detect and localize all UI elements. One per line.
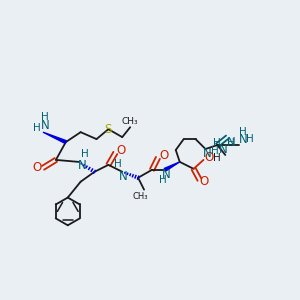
Text: H: H bbox=[212, 153, 220, 163]
Text: N: N bbox=[203, 148, 212, 160]
Polygon shape bbox=[164, 162, 180, 171]
Text: S: S bbox=[105, 123, 112, 136]
Text: H: H bbox=[239, 127, 247, 137]
Text: N: N bbox=[119, 170, 128, 183]
Text: O: O bbox=[200, 175, 209, 188]
Text: H: H bbox=[227, 138, 235, 148]
Text: O: O bbox=[32, 161, 42, 174]
Text: H: H bbox=[33, 123, 41, 133]
Text: CH₃: CH₃ bbox=[132, 192, 148, 201]
Text: N: N bbox=[219, 142, 228, 155]
Text: O: O bbox=[159, 149, 169, 162]
Text: H: H bbox=[114, 159, 122, 169]
Text: CH₃: CH₃ bbox=[122, 117, 139, 126]
Text: N: N bbox=[239, 133, 248, 146]
Text: N: N bbox=[78, 159, 87, 172]
Text: N: N bbox=[227, 136, 236, 148]
Text: N: N bbox=[161, 168, 170, 181]
Text: O: O bbox=[205, 152, 214, 164]
Text: H: H bbox=[246, 134, 254, 144]
Text: H: H bbox=[159, 175, 167, 185]
Text: N: N bbox=[40, 119, 50, 132]
Text: H: H bbox=[212, 138, 220, 148]
Text: H: H bbox=[41, 112, 49, 122]
Text: H: H bbox=[81, 149, 88, 159]
Text: H: H bbox=[211, 146, 218, 156]
Text: O: O bbox=[117, 145, 126, 158]
Polygon shape bbox=[43, 132, 66, 143]
